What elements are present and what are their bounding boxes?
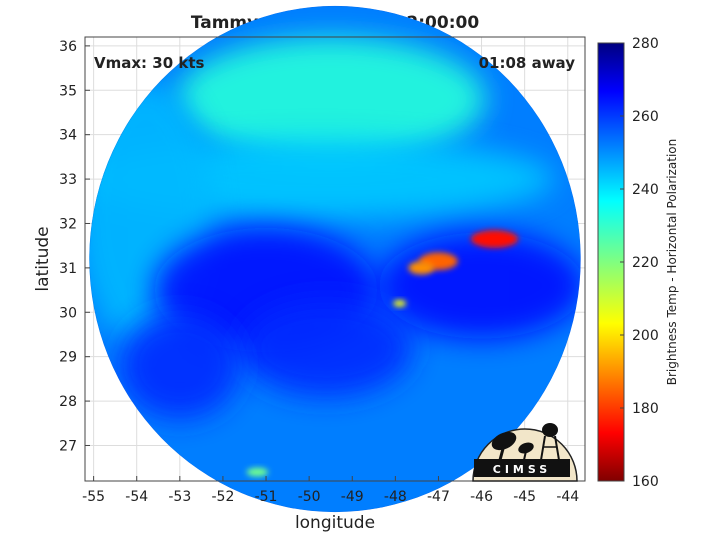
y-tick-label: 30 [59,305,77,321]
colorbar-tick-label: 280 [632,36,659,52]
colorbar-label: Brightness Temp - Horizontal Polarizatio… [665,139,679,386]
brightness-region [175,37,486,162]
x-tick-label: -55 [82,489,105,505]
convection-cell [393,299,407,307]
y-tick-label: 31 [59,261,77,277]
plot-area [84,5,586,513]
y-tick-label: 36 [59,39,77,55]
y-tick-label: 33 [59,172,77,188]
colorbar-tick-label: 240 [632,182,659,198]
y-axis-ticks: 27 28 29 30 31 32 33 34 35 36 [59,39,90,454]
x-tick-label: -46 [470,489,493,505]
y-axis-label: latitude [33,226,53,291]
convection-cell [246,467,269,477]
brightness-region [378,232,581,339]
time-away-annotation: 01:08 away [479,54,576,72]
logo-text: CIMSS [493,463,551,476]
colorbar-ticks: 160 180 200 220 240 260 280 [620,36,659,490]
x-tick-label: -48 [384,489,407,505]
colorbar-tick-label: 260 [632,109,659,125]
colorbar: 160 180 200 220 240 260 280 Brightness Temp - … [597,36,679,490]
x-tick-label: -54 [125,489,148,505]
y-tick-label: 32 [59,216,77,232]
colorbar-gradient [597,42,625,482]
brightness-temperature-swath [89,5,581,513]
colorbar-tick-label: 220 [632,255,659,271]
x-tick-label: -47 [427,489,450,505]
y-tick-label: 27 [59,438,77,454]
y-tick-label: 34 [59,128,77,144]
x-tick-label: -50 [298,489,321,505]
x-axis-label: longitude [295,513,375,533]
colorbar-tick-label: 180 [632,401,659,417]
x-tick-label: -51 [255,489,278,505]
y-tick-label: 29 [59,350,77,366]
x-tick-label: -45 [513,489,536,505]
x-tick-label: -53 [168,489,191,505]
colorbar-tick-label: 160 [632,474,659,490]
x-tick-label: -44 [556,489,579,505]
y-tick-label: 28 [59,394,77,410]
convection-cell [408,261,435,275]
x-tick-label: -52 [211,489,234,505]
brightness-region [119,312,241,419]
plot-frame [84,36,586,482]
convection-cell [470,230,519,248]
brightness-region [240,298,413,397]
x-tick-label: -49 [341,489,364,505]
y-tick-label: 35 [59,83,77,99]
cimss-logo: CIMSS [472,423,578,482]
colorbar-tick-label: 200 [632,328,659,344]
vmax-annotation: Vmax: 30 kts [94,54,204,72]
